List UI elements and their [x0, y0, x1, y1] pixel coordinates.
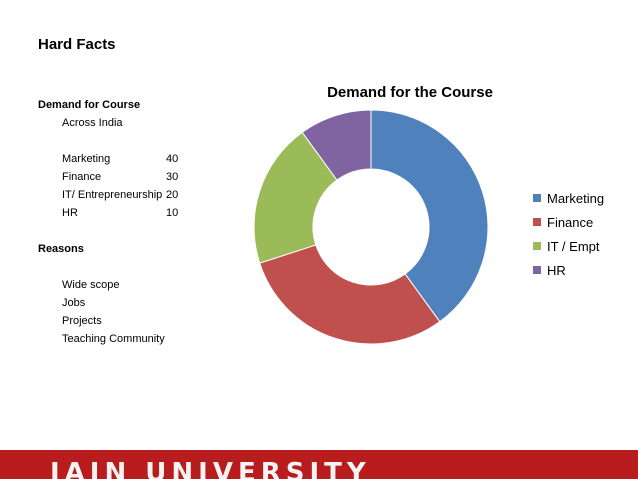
demand-row: IT/ Entrepreneurship 20 — [38, 186, 204, 204]
demand-label: HR — [62, 207, 78, 219]
demand-row: HR 10 — [38, 204, 204, 222]
donut-slice-finance — [259, 244, 441, 345]
legend-swatch — [533, 266, 541, 274]
legend-swatch — [533, 194, 541, 202]
donut-slice-hr — [301, 109, 372, 181]
demand-subheading: Across India — [62, 117, 123, 129]
reason-item: Wide scope — [62, 279, 120, 291]
legend-swatch — [533, 242, 541, 250]
legend-item: Finance — [533, 210, 604, 234]
legend-label: IT / Empt — [547, 238, 600, 254]
demand-row: Finance 30 — [38, 168, 204, 186]
demand-value: 30 — [166, 171, 179, 183]
demand-heading: Demand for Course — [38, 99, 141, 111]
demand-value: 10 — [166, 207, 179, 219]
legend-label: Finance — [547, 214, 594, 230]
chart-title: Demand for the Course — [327, 84, 493, 101]
demand-label: IT/ Entrepreneurship — [62, 189, 163, 201]
legend-item: IT / Empt — [533, 234, 604, 258]
demand-value: 20 — [166, 189, 179, 201]
demand-row: Marketing 40 — [38, 150, 204, 168]
reason-item: Projects — [62, 315, 102, 327]
donut-slice-it-empt — [253, 131, 338, 264]
facts-panel: Demand for Course Across India Marketing… — [38, 96, 204, 348]
legend-label: Marketing — [547, 190, 605, 206]
reasons-heading: Reasons — [38, 243, 84, 255]
reason-item: Jobs — [62, 297, 86, 309]
demand-label: Marketing — [62, 153, 111, 165]
reason-item: Teaching Community — [62, 333, 165, 345]
university-logo-text: JAIN UNIVERSITY — [50, 458, 371, 479]
demand-value: 40 — [166, 153, 179, 165]
footer-banner: JAIN UNIVERSITY — [0, 450, 638, 479]
legend-item: Marketing — [533, 186, 604, 210]
slide-title: Hard Facts — [38, 36, 116, 53]
donut-chart — [253, 109, 489, 345]
legend-item: HR — [533, 258, 604, 282]
donut-slice-marketing — [370, 109, 489, 323]
legend-swatch — [533, 218, 541, 226]
legend-label: HR — [547, 262, 566, 278]
demand-label: Finance — [62, 171, 102, 183]
chart-legend: Marketing Finance IT / Empt HR — [533, 186, 604, 282]
